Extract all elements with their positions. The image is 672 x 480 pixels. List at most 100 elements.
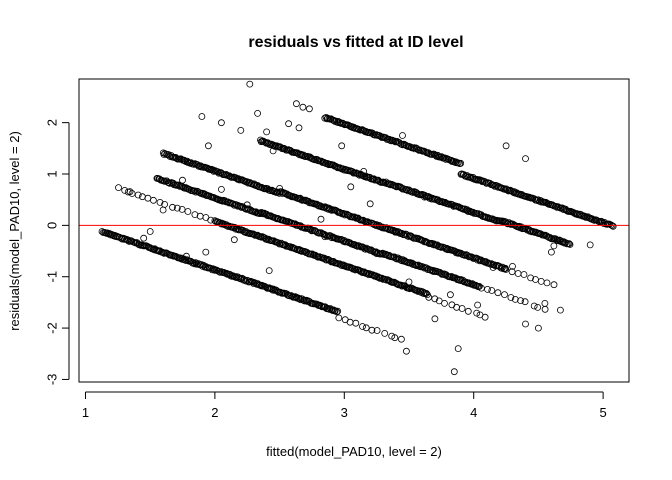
- data-point-outlier: [198, 113, 206, 120]
- data-point-b13: [336, 209, 344, 217]
- chart-title: residuals vs fitted at ID level: [248, 34, 463, 51]
- data-point-b8: [219, 197, 227, 205]
- y-tick-label: -1: [45, 271, 60, 283]
- data-point-outlier: [360, 167, 368, 175]
- data-point-b13: [333, 207, 340, 215]
- data-points: [98, 80, 617, 376]
- data-point-b19: [442, 155, 450, 163]
- data-point-b14: [461, 252, 469, 260]
- data-point-b16: [311, 156, 319, 164]
- data-point-b11: [484, 285, 491, 293]
- data-point-outlier: [246, 80, 254, 88]
- data-point-b17: [392, 183, 400, 191]
- data-point-outlier: [263, 128, 271, 136]
- data-point-b6: [341, 262, 349, 270]
- data-point-b20: [474, 176, 482, 184]
- data-point-b11: [507, 294, 515, 301]
- data-point-b11: [517, 297, 524, 305]
- data-point-b13: [338, 210, 346, 218]
- data-point-b4: [184, 208, 192, 215]
- data-point-outlier: [541, 299, 549, 307]
- data-point-outlier: [295, 124, 303, 132]
- data-point-b14: [463, 251, 471, 259]
- data-point-b2: [329, 307, 336, 314]
- data-point-b2: [295, 295, 303, 303]
- data-point-b3: [381, 329, 389, 337]
- data-point-b14: [422, 238, 430, 246]
- data-point-outlier: [124, 188, 132, 196]
- data-point-b1: [117, 234, 125, 242]
- data-point-b3: [397, 335, 405, 343]
- data-point-b1: [176, 254, 184, 262]
- data-point-b20: [467, 173, 475, 181]
- data-point-b4: [169, 203, 176, 211]
- data-point-b19: [365, 128, 373, 136]
- data-point-b3: [352, 319, 360, 327]
- data-point-b13: [314, 202, 322, 209]
- data-point-b4: [156, 198, 164, 206]
- data-point-b2: [272, 286, 280, 294]
- data-point-b13: [346, 213, 354, 221]
- data-point-b10: [475, 282, 483, 290]
- data-point-outlier: [431, 315, 439, 323]
- data-point-b7: [464, 307, 472, 315]
- data-point-b1: [146, 244, 154, 252]
- data-point-b6: [345, 264, 353, 271]
- data-point-b17: [434, 196, 442, 204]
- data-point-b5: [298, 248, 306, 255]
- data-point-outlier: [140, 234, 148, 242]
- data-point-outlier: [535, 324, 542, 332]
- data-point-b2: [317, 302, 325, 310]
- data-point-b19: [421, 148, 429, 156]
- data-point-b3: [335, 314, 343, 322]
- data-point-b12: [167, 152, 175, 159]
- data-point-b15: [520, 271, 528, 278]
- data-point-outlier: [338, 142, 346, 150]
- data-point-b11: [511, 295, 519, 303]
- data-point-b9: [315, 229, 323, 237]
- data-point-b7: [458, 305, 466, 312]
- data-point-b4: [173, 204, 181, 212]
- data-point-b17: [491, 216, 499, 224]
- y-tick-label: 0: [45, 222, 60, 229]
- data-point-outlier: [128, 190, 136, 197]
- data-point-outlier: [305, 105, 313, 113]
- data-point-outlier: [550, 242, 558, 250]
- data-point-outlier: [405, 278, 413, 286]
- data-point-b16: [294, 150, 302, 158]
- data-point-outlier: [269, 147, 277, 155]
- y-tick-label: 2: [45, 119, 60, 126]
- data-point-b4: [121, 186, 129, 194]
- data-point-outlier: [548, 248, 555, 256]
- data-point-b10: [427, 266, 434, 274]
- data-point-outlier: [292, 100, 300, 108]
- y-tick-label: 1: [45, 170, 60, 177]
- data-point-b18: [517, 223, 525, 231]
- y-tick-label: -3: [45, 374, 60, 386]
- x-axis: 1 2 3 4 5: [82, 391, 607, 420]
- data-point-b4: [207, 216, 215, 224]
- data-point-outlier: [463, 206, 471, 214]
- data-point-b2: [333, 308, 341, 316]
- plot-frame: [78, 78, 630, 383]
- data-point-outlier: [182, 252, 190, 260]
- data-point-b7: [425, 293, 433, 301]
- data-point-b9: [360, 244, 368, 252]
- data-point-b1: [183, 256, 191, 264]
- data-point-b1: [124, 236, 131, 244]
- data-point-outlier: [557, 306, 564, 314]
- data-point-b11: [530, 302, 538, 310]
- data-point-b11: [501, 291, 508, 299]
- data-point-b18: [565, 240, 573, 248]
- data-point-outlier: [522, 320, 529, 328]
- data-point-b19: [385, 135, 393, 143]
- data-point-b9: [365, 245, 373, 253]
- data-point-b15: [508, 268, 516, 276]
- data-point-b18: [555, 237, 562, 245]
- data-point-b3: [373, 327, 381, 334]
- data-point-b3: [391, 334, 399, 342]
- data-point-outlier: [217, 119, 225, 127]
- data-point-b9: [314, 228, 322, 236]
- data-point-outlier: [230, 236, 238, 244]
- data-point-b5: [254, 231, 261, 239]
